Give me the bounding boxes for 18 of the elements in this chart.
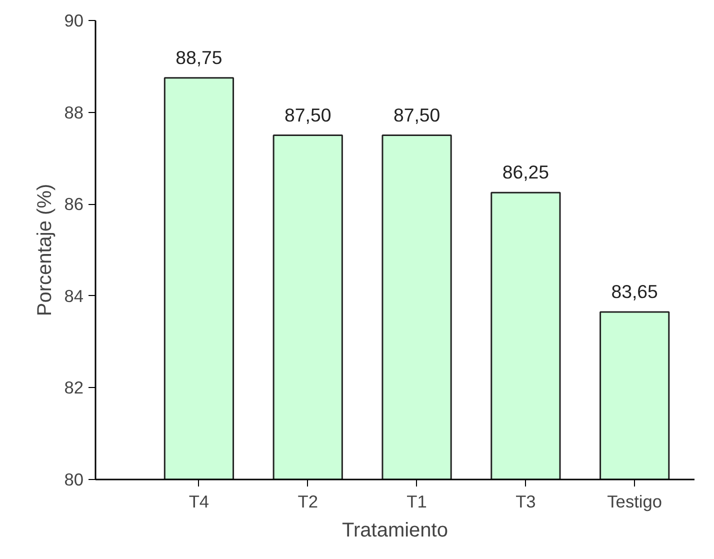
- x-tick-label: Testigo: [607, 492, 662, 512]
- x-tick-label: T4: [188, 492, 210, 512]
- y-tick-label: 82: [64, 378, 84, 398]
- x-axis-title: Tratamiento: [342, 520, 448, 542]
- y-axis-title: Porcentaje (%): [34, 184, 56, 316]
- data-label: 87,50: [393, 104, 440, 126]
- x-tick-label: T1: [406, 492, 427, 512]
- y-tick-label: 88: [64, 102, 84, 122]
- y-tick-label: 80: [64, 470, 84, 490]
- data-label: 83,65: [611, 280, 658, 302]
- x-tick-label: T2: [298, 492, 318, 512]
- data-label: 86,25: [502, 162, 550, 183]
- y-tick-label: 86: [64, 194, 84, 214]
- data-label: 88,75: [176, 46, 222, 68]
- y-tick-label: 84: [64, 286, 84, 306]
- x-tick-label: T3: [516, 492, 536, 512]
- y-tick-label: 90: [64, 10, 84, 30]
- data-label: 87,50: [284, 104, 332, 126]
